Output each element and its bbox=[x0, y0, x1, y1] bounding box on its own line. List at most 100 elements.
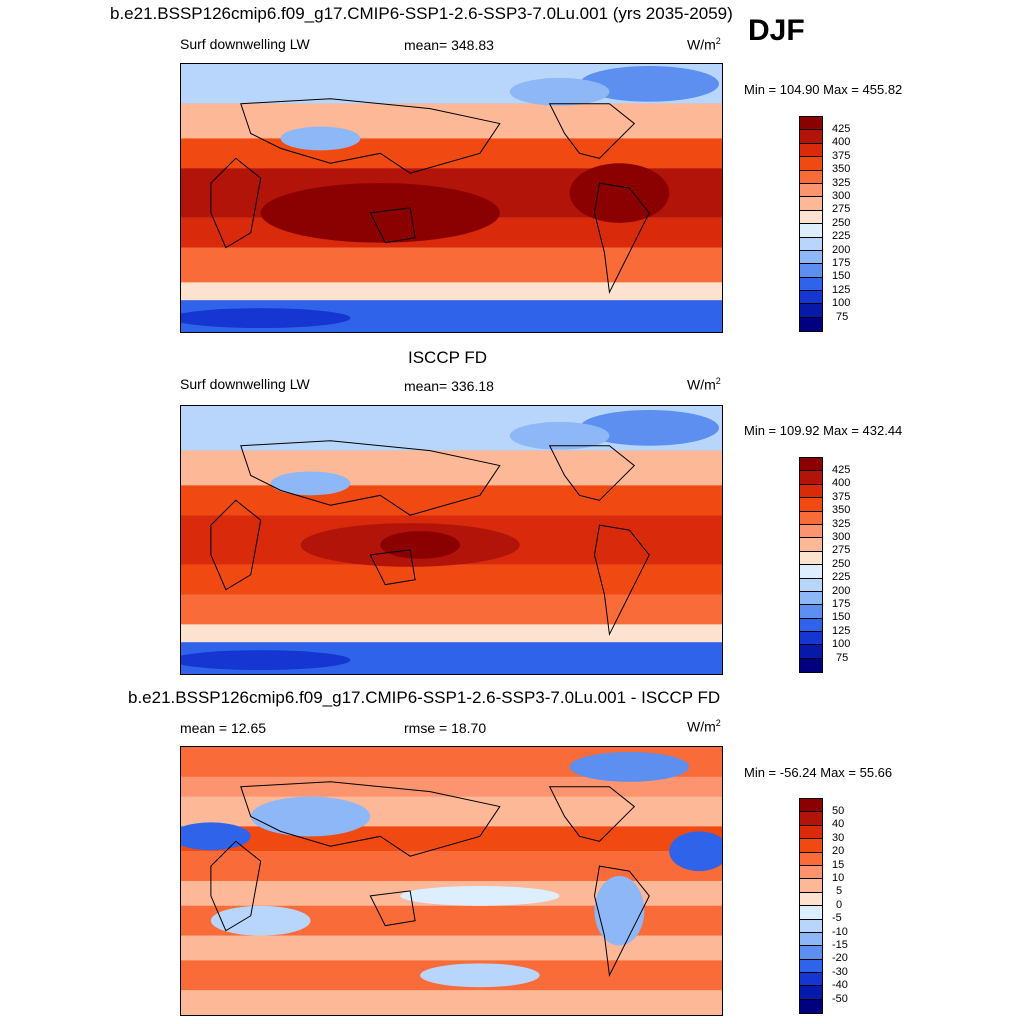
map-model bbox=[180, 63, 723, 333]
panel-left-label: Surf downwelling LW bbox=[180, 36, 310, 52]
colorbar-tick: 150 bbox=[832, 270, 851, 283]
colorbar-swatch bbox=[800, 658, 822, 673]
colorbar-tick: 425 bbox=[832, 464, 851, 476]
colorbar-tick: 200 bbox=[832, 243, 851, 256]
colorbar-tick: 325 bbox=[832, 517, 851, 530]
colorbar-swatch bbox=[800, 183, 822, 198]
colorbar-swatch bbox=[800, 250, 822, 265]
colorbar-tick: 30 bbox=[832, 831, 845, 844]
colorbar-tick: 375 bbox=[832, 490, 851, 503]
colorbar-tick: 225 bbox=[832, 571, 851, 584]
colorbar-tick: 50 bbox=[832, 805, 845, 817]
colorbar-model bbox=[799, 116, 823, 333]
colorbar-tick: -20 bbox=[832, 952, 848, 965]
colorbar-tick: -5 bbox=[832, 912, 842, 925]
colorbar-swatch bbox=[800, 919, 822, 933]
colorbar-swatch bbox=[800, 986, 822, 1000]
panel-minmax-label: Min = -56.24 Max = 55.66 bbox=[744, 765, 893, 780]
colorbar-tick: 400 bbox=[832, 477, 851, 490]
colorbar-swatch bbox=[800, 879, 822, 893]
season-label: DJF bbox=[748, 14, 805, 47]
colorbar-obs bbox=[799, 457, 823, 674]
colorbar-tick: 75 bbox=[836, 310, 849, 323]
colorbar-swatch bbox=[800, 959, 822, 974]
colorbar-tick: 5 bbox=[836, 885, 843, 898]
colorbar-swatch bbox=[800, 304, 822, 318]
colorbar-swatch bbox=[800, 210, 822, 225]
colorbar-swatch bbox=[800, 471, 822, 485]
colorbar-swatch bbox=[800, 551, 822, 566]
colorbar-swatch bbox=[800, 578, 822, 592]
colorbar-tick: 425 bbox=[832, 123, 851, 135]
map-obs bbox=[180, 405, 723, 675]
colorbar-swatch bbox=[800, 839, 822, 853]
colorbar-tick: 300 bbox=[832, 531, 851, 543]
colorbar-tick: 300 bbox=[832, 190, 851, 202]
colorbar-tick: 100 bbox=[832, 297, 851, 310]
colorbar-swatch bbox=[800, 892, 822, 907]
colorbar-swatch bbox=[800, 932, 822, 947]
colorbar-tick: 150 bbox=[832, 611, 851, 624]
colorbar-tick: -15 bbox=[832, 939, 848, 951]
colorbar-swatch bbox=[800, 852, 822, 866]
colorbar-swatch bbox=[800, 291, 822, 305]
colorbar-tick: 250 bbox=[832, 557, 851, 570]
colorbar-tick: 350 bbox=[832, 504, 851, 517]
panel-minmax-label: Min = 109.92 Max = 432.44 bbox=[744, 423, 903, 438]
colorbar-tick: -50 bbox=[832, 992, 848, 1005]
colorbar-swatch bbox=[800, 645, 822, 659]
colorbar-swatch bbox=[800, 157, 822, 171]
colorbar-tick: 400 bbox=[832, 136, 851, 149]
panel-title: ISCCP FD bbox=[408, 348, 488, 367]
colorbar-tick: -30 bbox=[832, 965, 848, 978]
figure-title: b.e21.BSSP126cmip6.f09_g17.CMIP6-SSP1-2.… bbox=[110, 4, 733, 23]
colorbar-tick: 125 bbox=[832, 283, 851, 296]
colorbar-swatch bbox=[800, 317, 822, 332]
colorbar-tick: 75 bbox=[836, 651, 849, 664]
colorbar-tick: 0 bbox=[836, 898, 843, 911]
colorbar-tick: 350 bbox=[832, 163, 851, 176]
colorbar-tick: -40 bbox=[832, 979, 848, 992]
colorbar-swatch bbox=[800, 825, 822, 840]
panel-unit-label: W/m2 bbox=[687, 376, 721, 393]
colorbar-swatch bbox=[800, 565, 822, 579]
colorbar-tick: 250 bbox=[832, 216, 851, 229]
colorbar-swatch bbox=[800, 632, 822, 646]
colorbar-swatch bbox=[800, 498, 822, 512]
panel-unit-label: W/m2 bbox=[687, 36, 721, 53]
panel-rmse-label: rmse = 18.70 bbox=[404, 720, 487, 736]
colorbar-swatch bbox=[800, 277, 822, 292]
colorbar-swatch bbox=[800, 511, 822, 525]
panel-mean-label: mean = 12.65 bbox=[180, 720, 267, 736]
colorbar-swatch bbox=[800, 130, 822, 144]
colorbar-tick: 15 bbox=[832, 858, 845, 871]
map-model-field bbox=[181, 64, 722, 332]
panel-mean-label: mean= 348.83 bbox=[404, 37, 494, 53]
colorbar-swatch bbox=[800, 197, 822, 211]
map-obs-field bbox=[181, 406, 722, 674]
colorbar-tick: 100 bbox=[832, 638, 851, 651]
colorbar-swatch bbox=[800, 264, 822, 278]
colorbar-tick: 175 bbox=[832, 598, 851, 610]
colorbar-tick: 10 bbox=[832, 872, 845, 884]
colorbar-swatch bbox=[800, 973, 822, 987]
colorbar-swatch bbox=[800, 946, 822, 960]
colorbar-swatch bbox=[800, 999, 822, 1014]
colorbar-tick: 125 bbox=[832, 624, 851, 637]
colorbar-swatch bbox=[800, 799, 822, 813]
colorbar-swatch bbox=[800, 143, 822, 158]
colorbar-tick: 375 bbox=[832, 149, 851, 162]
panel-unit-label: W/m2 bbox=[687, 718, 721, 735]
colorbar-swatch bbox=[800, 117, 822, 131]
colorbar-swatch bbox=[800, 865, 822, 880]
colorbar-tick: 275 bbox=[832, 203, 851, 216]
colorbar-swatch bbox=[800, 538, 822, 552]
colorbar-tick: 325 bbox=[832, 176, 851, 189]
colorbar-tick: -10 bbox=[832, 925, 848, 938]
colorbar-tick: 20 bbox=[832, 845, 845, 858]
colorbar-tick: 175 bbox=[832, 257, 851, 269]
colorbar-swatch bbox=[800, 170, 822, 184]
colorbar-swatch bbox=[800, 458, 822, 472]
colorbar-difference bbox=[799, 798, 823, 1015]
colorbar-tick: 275 bbox=[832, 544, 851, 557]
